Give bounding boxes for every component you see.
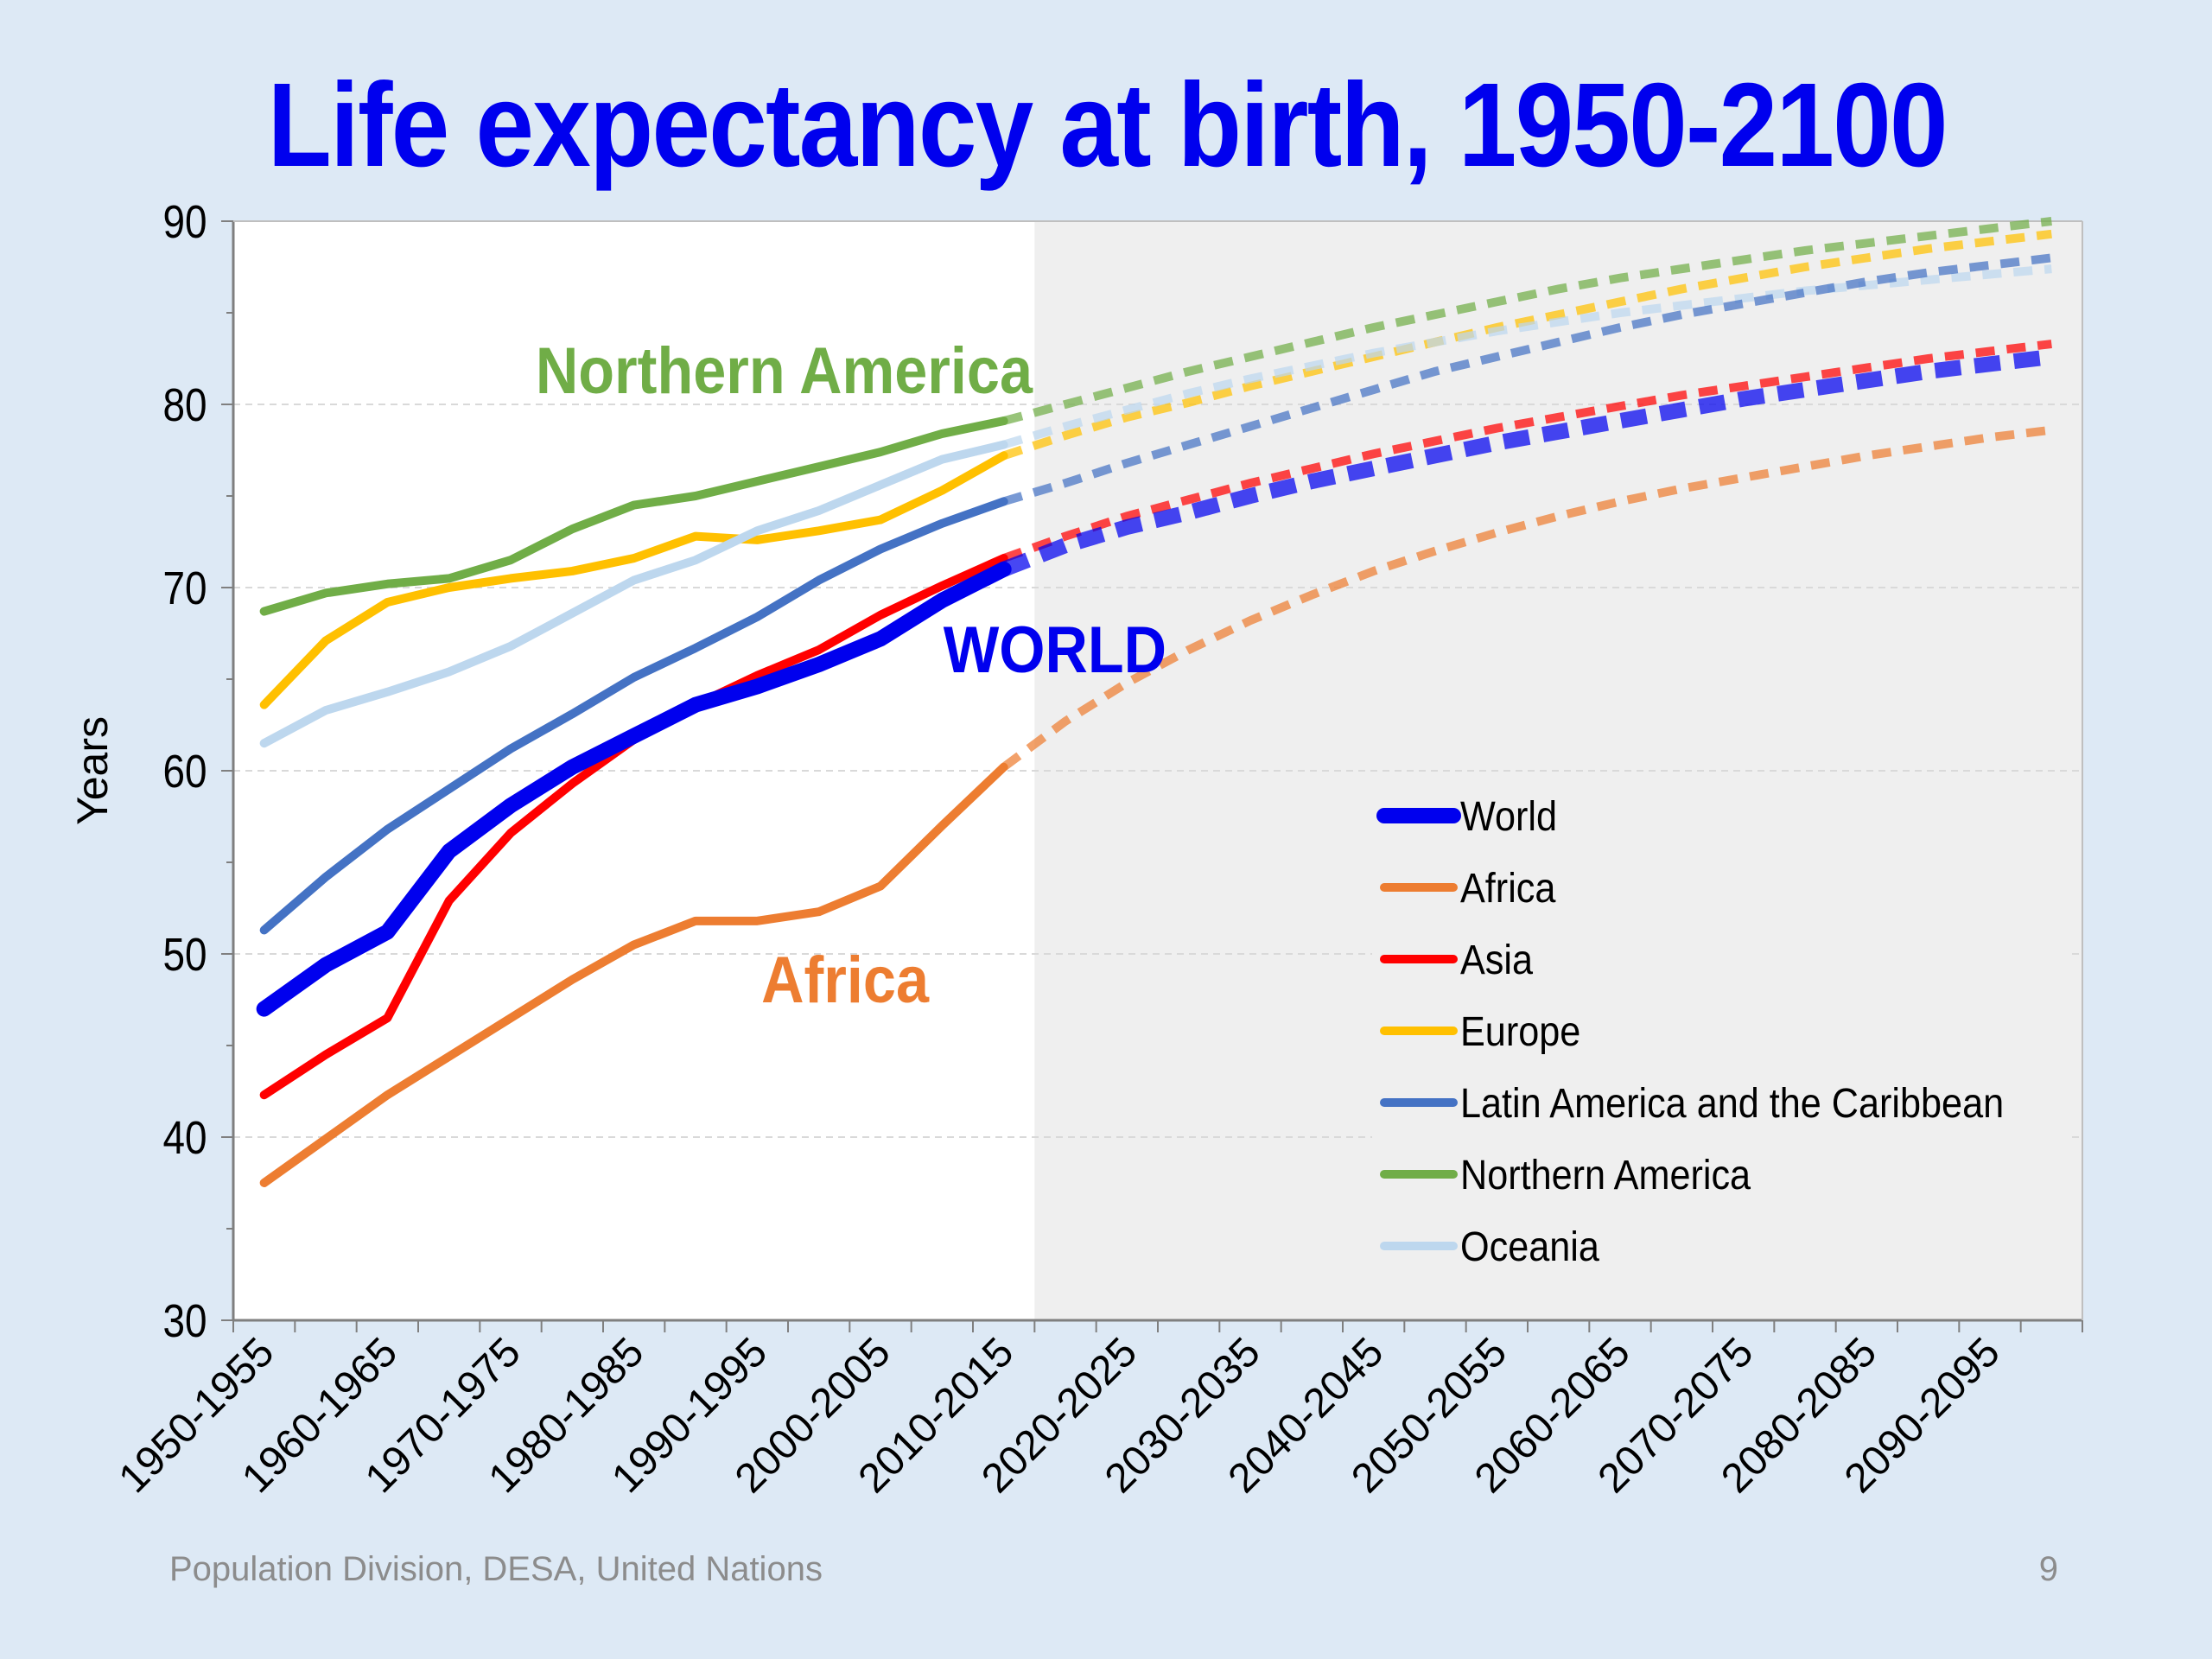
legend-label-world: World [1460, 793, 1557, 840]
legend-label-europe: Europe [1460, 1008, 1580, 1055]
series-asia-projection [1001, 340, 2052, 563]
slide-title: Life expectancy at birth, 1950-2100 [267, 59, 1948, 192]
legend: World Africa Asia Europe Latin America and t… [1372, 782, 2067, 1279]
y-tick-label-90: 90 [162, 196, 207, 248]
annotation-world: WORLD [944, 614, 1166, 687]
y-tick-label-70: 70 [162, 563, 207, 614]
series-africa-projection [1001, 425, 2052, 771]
series-latin-america-and-the-caribbean-projection [1002, 253, 2052, 506]
series-northern-america-estimates [259, 416, 1008, 616]
legend-label-asia: Asia [1460, 937, 1534, 983]
y-tick-label-50: 50 [162, 929, 207, 981]
y-tick-label-80: 80 [162, 379, 207, 431]
y-tick-label-30: 30 [162, 1295, 207, 1347]
y-tick-label-40: 40 [162, 1112, 207, 1164]
series-europe-projection [1002, 229, 2052, 461]
series-world-estimates [256, 561, 1012, 1017]
page-number: 9 [2038, 1550, 2058, 1588]
y-axis-label: Years [68, 716, 117, 825]
legend-label-latin-america-and-the-caribbean: Latin America and the Caribbean [1460, 1080, 2004, 1127]
annotation-northern-america: Northern America [536, 335, 1033, 408]
footer-source: Population Division, DESA, United Nation… [169, 1550, 823, 1588]
series-oceania-estimates [259, 440, 1008, 748]
legend-label-oceania: Oceania [1460, 1224, 1599, 1270]
annotation-africa: Africa [761, 944, 930, 1017]
y-tick-label-60: 60 [162, 746, 207, 798]
series-northern-america-projection [1002, 217, 2052, 425]
series-latin-america-and-the-caribbean-estimates [259, 497, 1008, 935]
series-lines [256, 217, 2053, 1187]
series-world-projection [1001, 348, 2053, 577]
legend-label-africa: Africa [1460, 865, 1556, 912]
annotations: Northern America WORLD Africa [536, 335, 1166, 1017]
series-africa-estimates [259, 762, 1008, 1187]
series-oceania-projection [1002, 264, 2052, 449]
legend-box [1372, 782, 2067, 1279]
series-europe-estimates [259, 451, 1008, 709]
legend-label-northern-america: Northern America [1460, 1152, 1751, 1198]
